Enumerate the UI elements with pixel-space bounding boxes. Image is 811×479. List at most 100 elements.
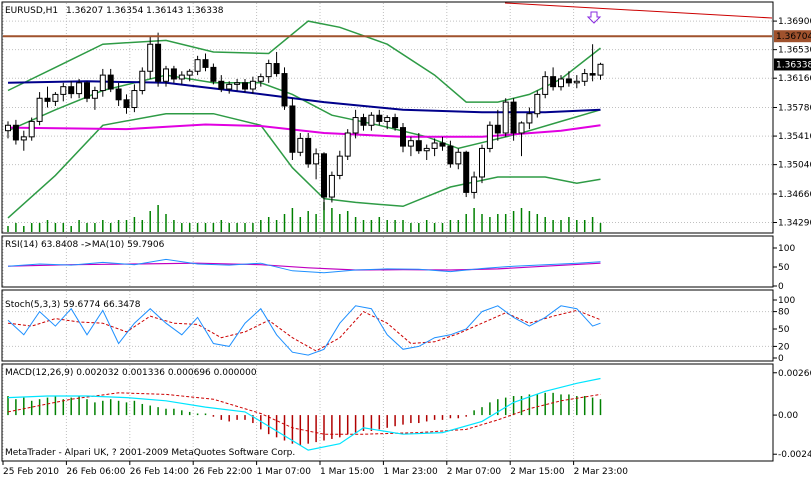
- candlestick: [20, 130, 27, 151]
- candlestick: [257, 73, 264, 87]
- candlestick: [550, 67, 557, 91]
- bullish-candle-body: [344, 132, 351, 157]
- last-price-tag: 1.36338: [776, 60, 811, 70]
- y-tick-label: 1.36160: [778, 74, 811, 84]
- stochastic-pane[interactable]: 100 80 50 20 0 Stoch(5,3,3) 59.6774 66.3478: [1, 289, 795, 364]
- candlestick: [423, 144, 430, 160]
- candlestick: [479, 144, 485, 184]
- copyright-notice: MetaTrader - Alpari UK, ? 2001-2009 Meta…: [5, 448, 295, 458]
- candlestick: [297, 132, 304, 157]
- last-price-tag-background: [774, 58, 811, 71]
- candlestick: [273, 51, 280, 77]
- x-tick-label: 2 Mar 15:00: [510, 467, 565, 477]
- candlesticks: [5, 32, 604, 211]
- candlestick: [368, 112, 375, 131]
- candlestick: [376, 109, 383, 126]
- bearish-candle-body: [12, 124, 19, 141]
- macd-pane[interactable]: 0.002663 0.00 -0.002462 MACD(12,26,9) 0.00…: [1, 363, 811, 462]
- candlestick: [242, 78, 248, 93]
- candlestick: [597, 62, 604, 80]
- bullish-candle-body: [328, 174, 335, 198]
- candlestick: [218, 75, 225, 93]
- bearish-candle-body: [107, 74, 114, 90]
- time-axis: 25 Feb 2010 26 Feb 06:00 26 Feb 14:00 26 Fe…: [2, 461, 628, 477]
- candlestick: [344, 129, 351, 160]
- candlestick: [558, 75, 564, 91]
- bullish-candle-body: [297, 137, 304, 153]
- bullish-candle-body: [5, 124, 11, 132]
- bullish-candle-body: [178, 74, 185, 80]
- bearish-candle-body: [494, 124, 501, 134]
- trend-line: [504, 2, 773, 19]
- x-tick-label: 2 Mar 07:00: [447, 467, 502, 477]
- candlestick: [400, 122, 406, 153]
- bearish-candle-body: [400, 127, 406, 147]
- candlestick: [60, 82, 67, 102]
- candlestick: [313, 148, 320, 180]
- bearish-candle-body: [589, 73, 596, 76]
- candlestick: [91, 86, 98, 110]
- candlestick: [455, 148, 462, 170]
- candlestick: [68, 81, 75, 99]
- candlestick: [28, 117, 35, 141]
- candlestick: [581, 68, 588, 86]
- bollinger-middle-line: [7, 74, 601, 150]
- candlestick: [155, 32, 162, 87]
- bollinger-upper-line: [7, 20, 601, 103]
- bearish-candle-body: [376, 114, 383, 122]
- candlestick: [360, 113, 367, 131]
- candlestick: [305, 132, 312, 168]
- y-tick-label: 100: [778, 296, 795, 306]
- bullish-candle-body: [99, 74, 106, 92]
- candlestick: [36, 92, 43, 126]
- candlestick: [194, 55, 201, 76]
- bullish-candle-body: [265, 63, 272, 78]
- bullish-candle-body: [597, 63, 604, 76]
- bearish-candle-body: [550, 76, 557, 88]
- macd-label: MACD(12,26,9) 0.002032 0.001336 0.000696…: [5, 368, 257, 378]
- price-pane[interactable]: 1.36900 1.36530 1.36160 1.35780 1.35410 1.350…: [1, 1, 811, 234]
- bearish-candle-body: [210, 66, 217, 82]
- y-tick-label: 0.00: [778, 411, 798, 421]
- candlestick: [502, 98, 509, 137]
- y-tick-label: 1.34290: [778, 219, 811, 229]
- candlestick: [123, 94, 130, 114]
- candlestick: [565, 71, 572, 87]
- bearish-candle-body: [360, 117, 367, 126]
- candlestick: [186, 68, 193, 82]
- bullish-candle-body: [336, 155, 343, 176]
- bearish-candle-body: [565, 78, 572, 84]
- bullish-candle-body: [423, 147, 430, 152]
- candlestick: [510, 98, 517, 141]
- bullish-candle-body: [60, 86, 67, 95]
- candlestick: [5, 121, 11, 139]
- candlestick: [289, 98, 296, 160]
- bullish-candle-body: [518, 122, 525, 134]
- y-tick-label: 50: [778, 325, 790, 335]
- candlestick: [494, 109, 501, 141]
- macd-lines: [7, 377, 601, 451]
- candlestick: [471, 171, 478, 199]
- bullish-candle-body: [384, 117, 391, 122]
- bullish-candle-body: [534, 93, 541, 115]
- bullish-candle-body: [249, 80, 256, 90]
- bullish-candle-body: [558, 78, 564, 88]
- bullish-candle-body: [28, 120, 35, 138]
- candlestick: [439, 136, 446, 151]
- candlestick: [407, 136, 414, 157]
- stochastic-pane-frame: [1, 289, 774, 362]
- y-tick-label: 1.35410: [778, 132, 811, 142]
- candlestick: [139, 67, 146, 95]
- bearish-candle-body: [447, 145, 454, 165]
- bearish-candle-body: [123, 99, 130, 109]
- bullish-candle-body: [368, 114, 375, 126]
- stochastic-axis: 100 80 50 20 0: [773, 296, 795, 364]
- bearish-candle-body: [115, 88, 122, 101]
- candlestick: [321, 152, 327, 211]
- rsi-pane[interactable]: 100 50 0 RSI(14) 63.8408 ->MA(10) 59.7906: [1, 235, 795, 292]
- resistance-price-tag-background: [774, 30, 811, 43]
- y-tick-label: 50: [778, 263, 790, 273]
- symbol-title: EURUSD,H1: [5, 6, 58, 16]
- y-tick-label: 80: [778, 308, 790, 318]
